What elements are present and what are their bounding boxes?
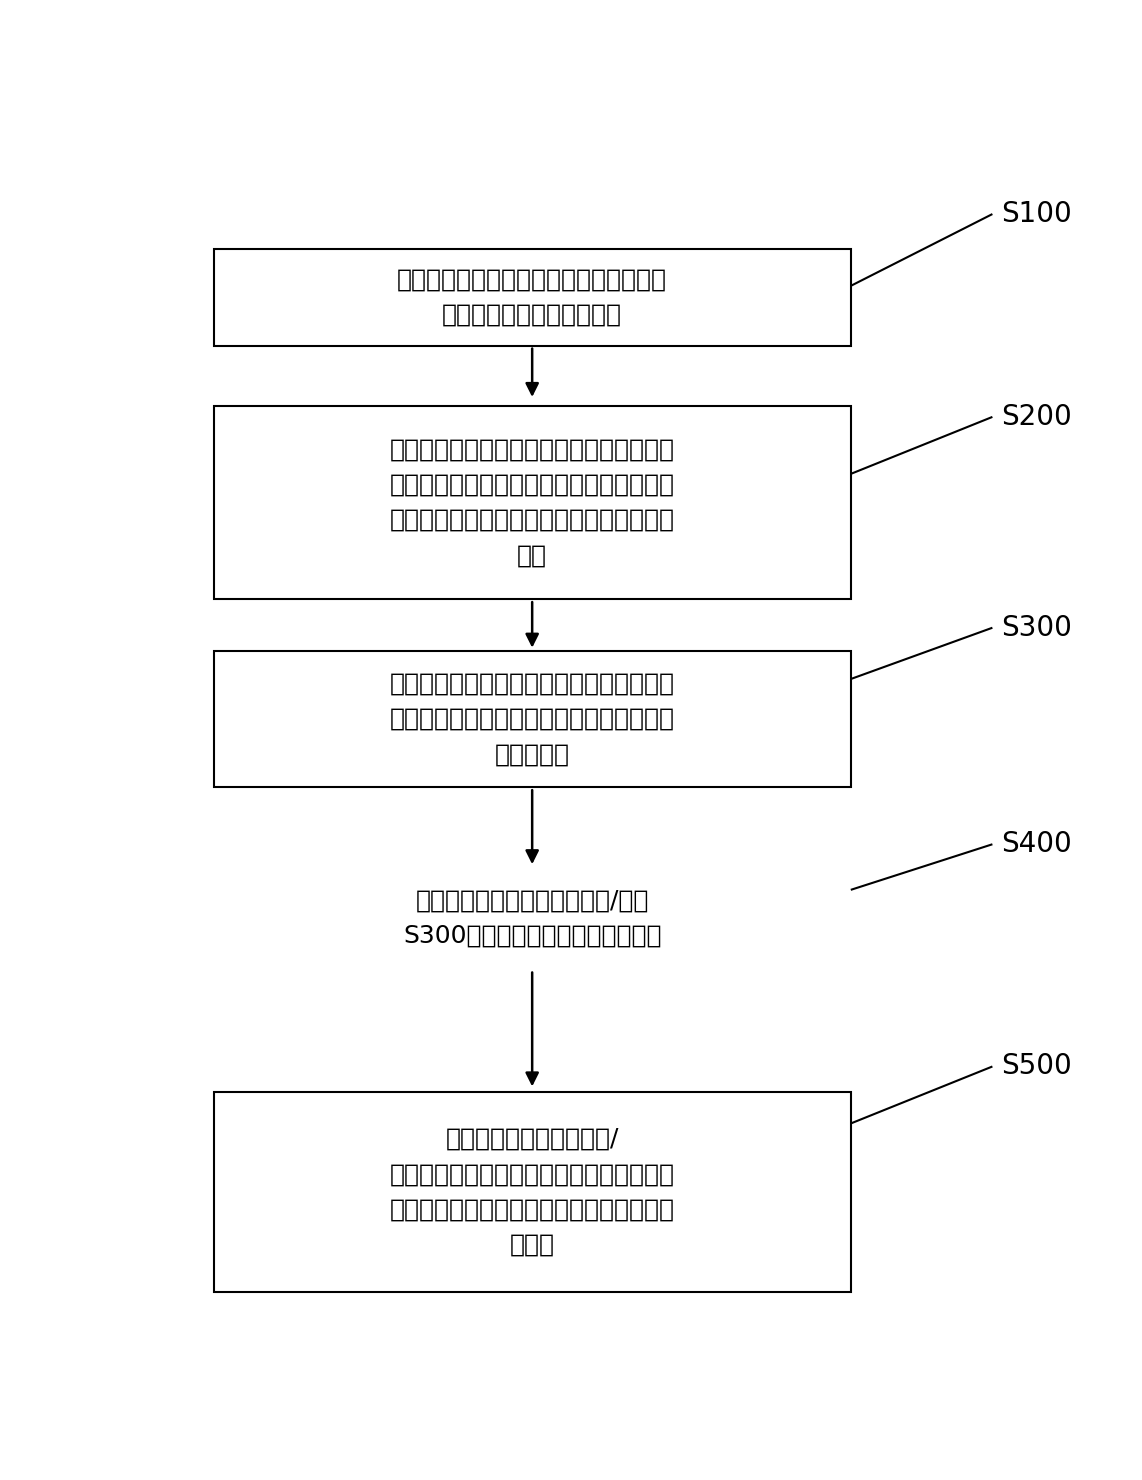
Bar	[214, 651, 851, 787]
Bar	[214, 406, 851, 599]
Text: 再次获取所述发动机的信息或/和在
S300中对所述气体的喷射时间计时: 再次获取所述发动机的信息或/和在 S300中对所述气体的喷射时间计时	[403, 888, 661, 949]
Text: 在向所述发动机的喷油器的头部吹射气体之
前，基于所述发动机的信息调节所述气体的
温度，其中至少包含不改变所述气体温度的
情况: 在向所述发动机的喷油器的头部吹射气体之 前，基于所述发动机的信息调节所述气体的 …	[389, 437, 675, 567]
Text: S500: S500	[1002, 1052, 1072, 1080]
Text: S100: S100	[1002, 200, 1072, 228]
Text: S200: S200	[1002, 403, 1072, 431]
Text: 基于所述发动机的信息吹射所述气体并调节
其流量，其中至少包含所述气体的流量保持
不变的情况: 基于所述发动机的信息吹射所述气体并调节 其流量，其中至少包含所述气体的流量保持 …	[389, 672, 675, 767]
Bar	[214, 249, 851, 346]
Text: S300: S300	[1002, 614, 1072, 642]
Text: 获取所述发动机信息，所述发动机信息至
少包括所述发动机内的温度: 获取所述发动机信息，所述发动机信息至 少包括所述发动机内的温度	[397, 268, 667, 327]
Text: S400: S400	[1002, 830, 1072, 858]
Bar	[214, 1092, 851, 1292]
Text: 获知所述发动机的信息或/
和所述气体的吹射时间达到相应的预定要求
，停止向所述发动机的喷油器的头部吹射所
述气体: 获知所述发动机的信息或/ 和所述气体的吹射时间达到相应的预定要求 ，停止向所述发…	[389, 1126, 675, 1257]
